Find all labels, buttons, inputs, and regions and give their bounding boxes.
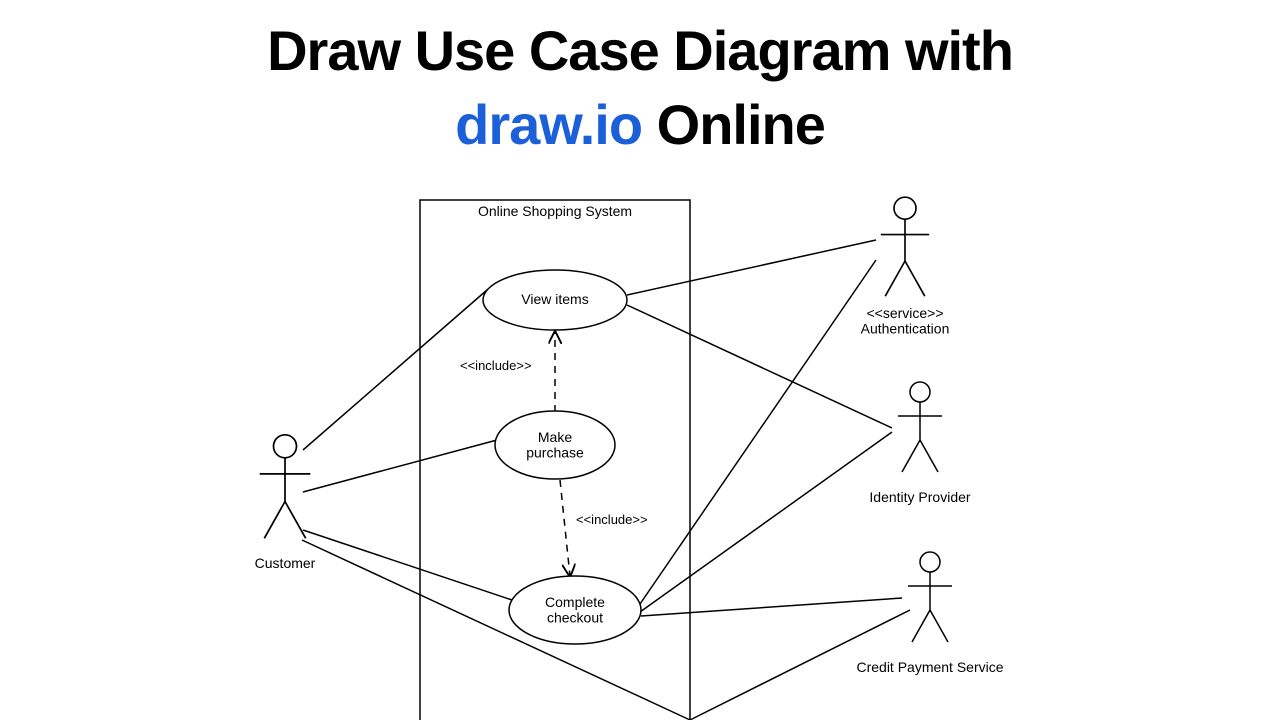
title-text-1: Draw Use Case Diagram with [267, 19, 1013, 82]
title-line-2: draw.io Online [0, 92, 1280, 157]
svg-text:<<service>>Authentication: <<service>>Authentication [861, 305, 950, 336]
svg-text:Customer: Customer [255, 555, 316, 571]
svg-text:View items: View items [521, 291, 588, 307]
title-text-2: Online [642, 93, 825, 156]
svg-text:Identity Provider: Identity Provider [869, 489, 970, 505]
svg-text:Completecheckout: Completecheckout [545, 594, 605, 625]
use-case-diagram: <<include>><<include>>Online Shopping Sy… [0, 180, 1280, 720]
title-line-1: Draw Use Case Diagram with [0, 18, 1280, 83]
svg-text:Online Shopping System: Online Shopping System [478, 203, 632, 219]
svg-text:Credit Payment Service: Credit Payment Service [856, 659, 1003, 675]
title-accent: draw.io [455, 93, 642, 156]
